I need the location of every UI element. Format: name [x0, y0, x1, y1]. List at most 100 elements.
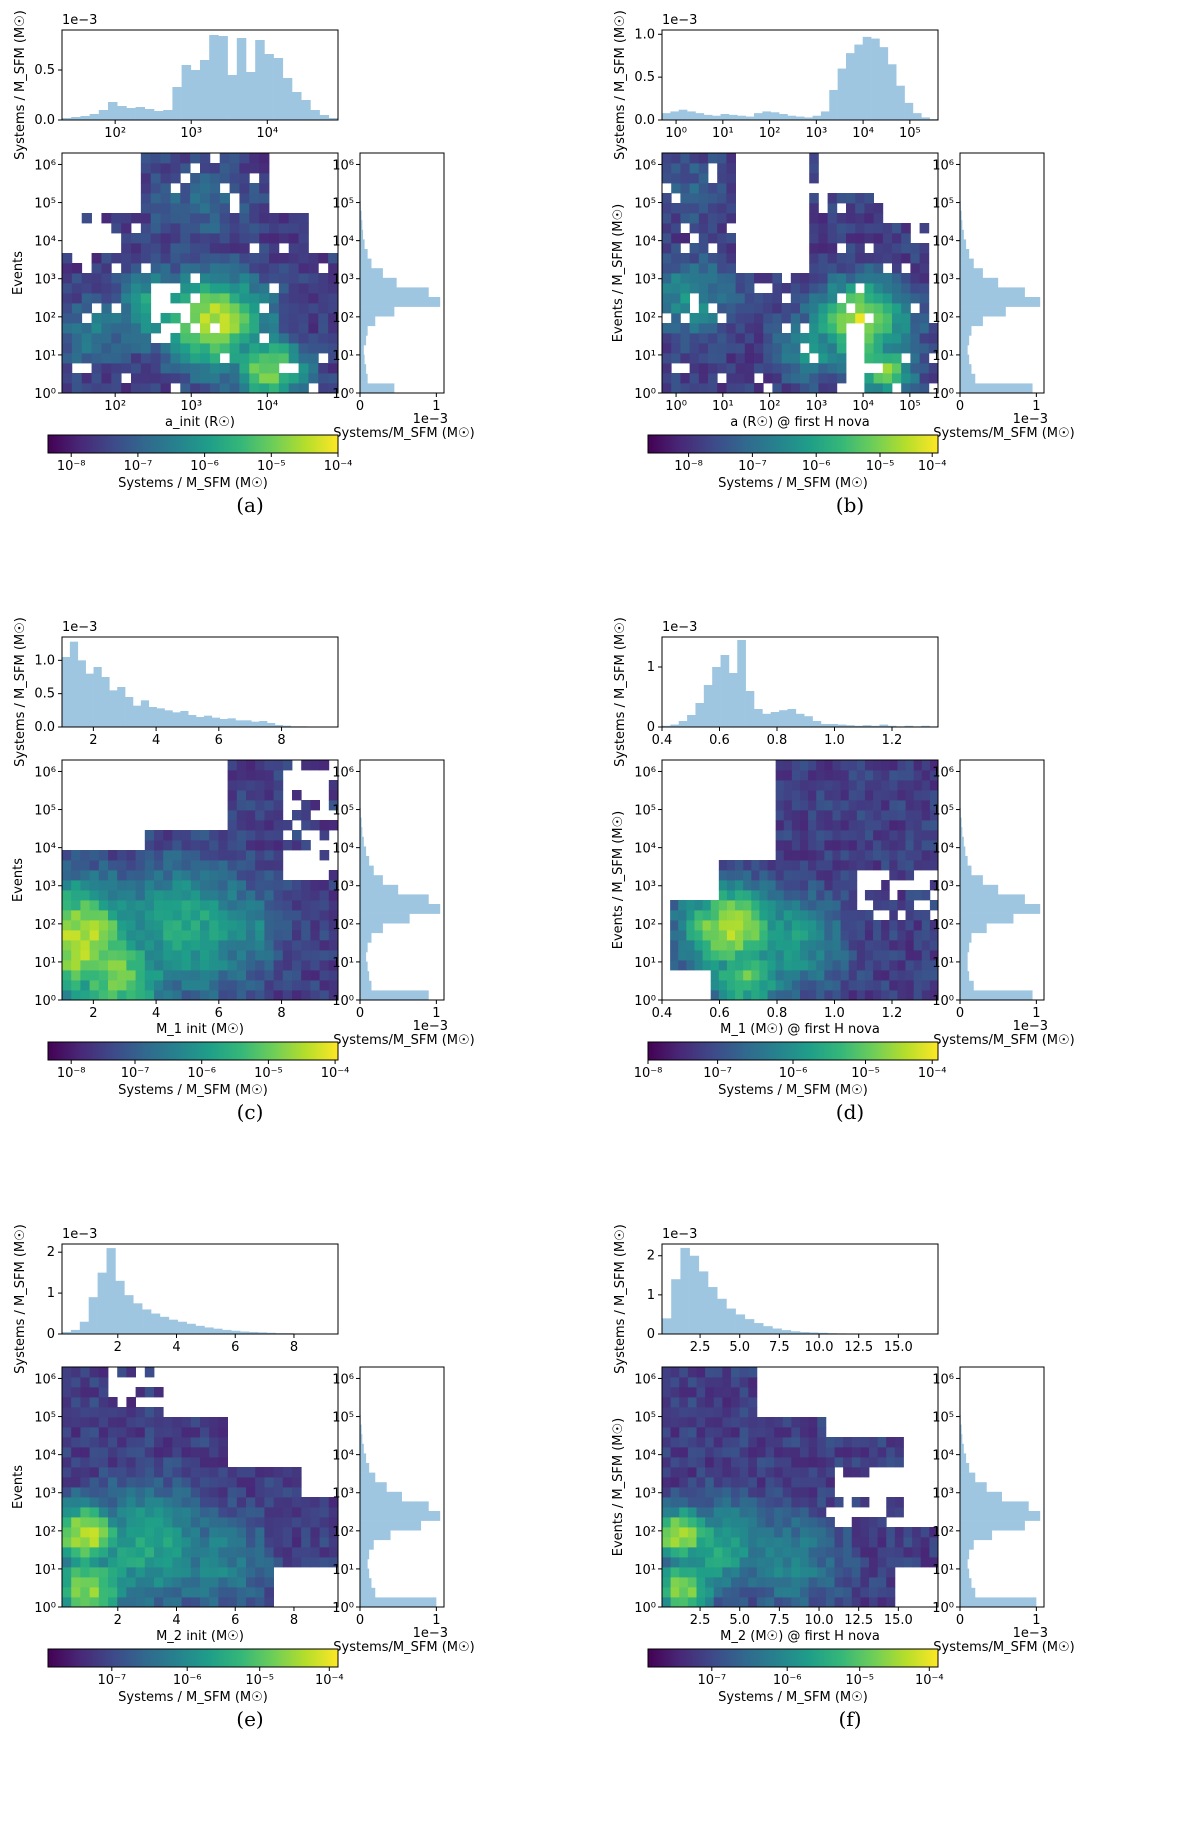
heatmap-cell: [808, 820, 817, 831]
heatmap-cell: [726, 213, 736, 224]
heatmap-cell: [246, 800, 256, 811]
heatmap-cell: [921, 930, 931, 941]
heatmap-cell: [150, 223, 161, 234]
heatmap-cell: [310, 940, 320, 951]
heatmap-cell: [783, 810, 793, 821]
heatmap-cell: [731, 1497, 741, 1508]
heatmap-cell: [200, 263, 211, 274]
heatmap-cell: [759, 900, 768, 911]
heatmap-cell: [229, 283, 240, 294]
heatmap-cell: [89, 1427, 100, 1438]
heatmap-cell: [832, 870, 841, 881]
heatmap-cell: [144, 1497, 155, 1508]
heatmap-cell: [278, 303, 290, 314]
heatmap-cell: [905, 790, 915, 801]
heatmap-cell: [763, 323, 773, 334]
heatmap-cell: [298, 333, 309, 344]
heatmap-cell: [246, 1547, 256, 1558]
heatmap-cell: [154, 1577, 164, 1588]
heatmap-cell: [696, 1527, 706, 1538]
heatmap-cell: [910, 323, 920, 334]
heatmap-cell: [292, 1467, 302, 1478]
heatmap-cell: [249, 263, 260, 274]
heatmap-cell: [774, 1457, 784, 1468]
heatmap-cell: [71, 1477, 81, 1488]
right-hist-xtick-label: 0: [356, 1006, 364, 1021]
heatmap-cell: [190, 940, 201, 951]
heatmap-cell: [259, 193, 270, 204]
heatmap-cell: [687, 1497, 697, 1508]
heatmap-cell: [209, 930, 219, 941]
heatmap-cell: [894, 1527, 904, 1538]
top-hist-bar: [200, 60, 210, 120]
top-hist-bar: [687, 715, 696, 727]
heatmap-cell: [98, 1457, 109, 1468]
heatmap-cell: [783, 890, 793, 901]
heatmap-cell: [135, 1497, 146, 1508]
heatmap-cell: [273, 810, 284, 821]
heatmap-cell: [702, 900, 712, 911]
top-hist-bar: [896, 85, 905, 120]
heatmap-cell: [301, 1537, 311, 1548]
right-hist-bar: [360, 1453, 367, 1464]
heatmap-cell: [800, 383, 810, 394]
heatmap-cell: [800, 960, 809, 971]
heatmap-cell: [731, 1487, 741, 1498]
right-hist-bar: [360, 884, 399, 895]
right-hist-bar: [960, 297, 1041, 307]
heatmap-cell: [791, 1547, 801, 1558]
heatmap-cell: [856, 960, 866, 971]
heatmap-cell: [200, 840, 210, 851]
heatmap-frame: [61, 152, 339, 394]
heatmap-cell: [708, 283, 718, 294]
heatmap-cell: [170, 313, 181, 324]
heatmap-cell: [255, 1557, 265, 1568]
heatmap-cell: [836, 353, 847, 364]
heatmap-cell: [818, 363, 828, 374]
right-hist-frame: [359, 759, 445, 1001]
heatmap-cell: [765, 1447, 775, 1458]
heatmap-cell: [919, 373, 930, 384]
heatmap-cell: [239, 173, 250, 184]
heatmap-cell: [209, 1447, 219, 1458]
right-hist-ytick-label: 10⁰: [932, 387, 954, 402]
heatmap-cell: [817, 1447, 827, 1458]
top-hist-bar: [904, 102, 914, 120]
heatmap-cell: [680, 233, 690, 244]
heatmap-cell: [301, 1507, 311, 1518]
heatmap-cell: [840, 880, 850, 891]
heatmap-cell: [662, 1467, 672, 1478]
heatmap-cell: [670, 1527, 680, 1538]
heatmap-cell: [135, 990, 146, 1001]
heatmap-cell: [713, 1567, 723, 1578]
heatmap-cell: [739, 1417, 749, 1428]
heatmap-cell: [783, 990, 793, 1001]
heatmap-cell: [843, 1587, 853, 1598]
heatmap-cell: [227, 940, 238, 951]
heatmap-cell: [181, 970, 192, 981]
heatmap-cell: [825, 1497, 835, 1508]
heatmap-cell: [708, 373, 718, 384]
heatmap-cell: [791, 830, 801, 841]
heatmap-cell: [328, 1517, 339, 1528]
heatmap-cell: [840, 760, 850, 771]
heatmap-cell: [881, 970, 890, 981]
heatmap-cell: [928, 363, 939, 374]
heatmap-cell: [163, 1567, 173, 1578]
heatmap-cell: [834, 1497, 844, 1508]
heatmap-cell: [743, 870, 752, 881]
heatmap-cell: [763, 373, 773, 384]
heatmap-cell: [62, 333, 73, 344]
top-hist-ytick-label: 0.5: [634, 70, 655, 85]
heatmap-cell: [662, 1547, 672, 1558]
heatmap-cell: [236, 1567, 247, 1578]
top-hist-bar: [219, 719, 228, 727]
heatmap-cell: [713, 1487, 723, 1498]
heatmap-cell: [172, 1467, 182, 1478]
right-hist-exponent: 1e−3: [1013, 412, 1048, 427]
heatmap-cell: [259, 383, 270, 394]
heatmap-cell: [292, 980, 302, 991]
heatmap-cell: [190, 970, 201, 981]
top-hist-ylabel: Systems / M_SFM (M☉): [613, 10, 628, 160]
heatmap-cell: [89, 1557, 100, 1568]
